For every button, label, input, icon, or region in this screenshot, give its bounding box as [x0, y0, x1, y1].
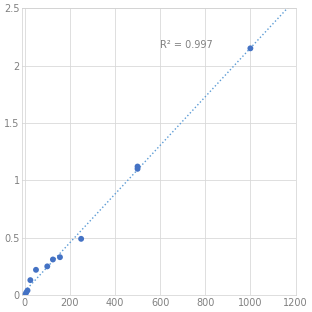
Point [135, 164, 140, 169]
Point [135, 166, 140, 171]
Point [79, 236, 84, 241]
Text: R² = 0.997: R² = 0.997 [160, 40, 213, 50]
Point [22, 293, 27, 298]
Point [25, 288, 30, 293]
Point [45, 264, 50, 269]
Point [248, 46, 253, 51]
Point [51, 257, 56, 262]
Point [57, 255, 62, 260]
Point [33, 267, 38, 272]
Point [24, 290, 29, 295]
Point [28, 278, 33, 283]
